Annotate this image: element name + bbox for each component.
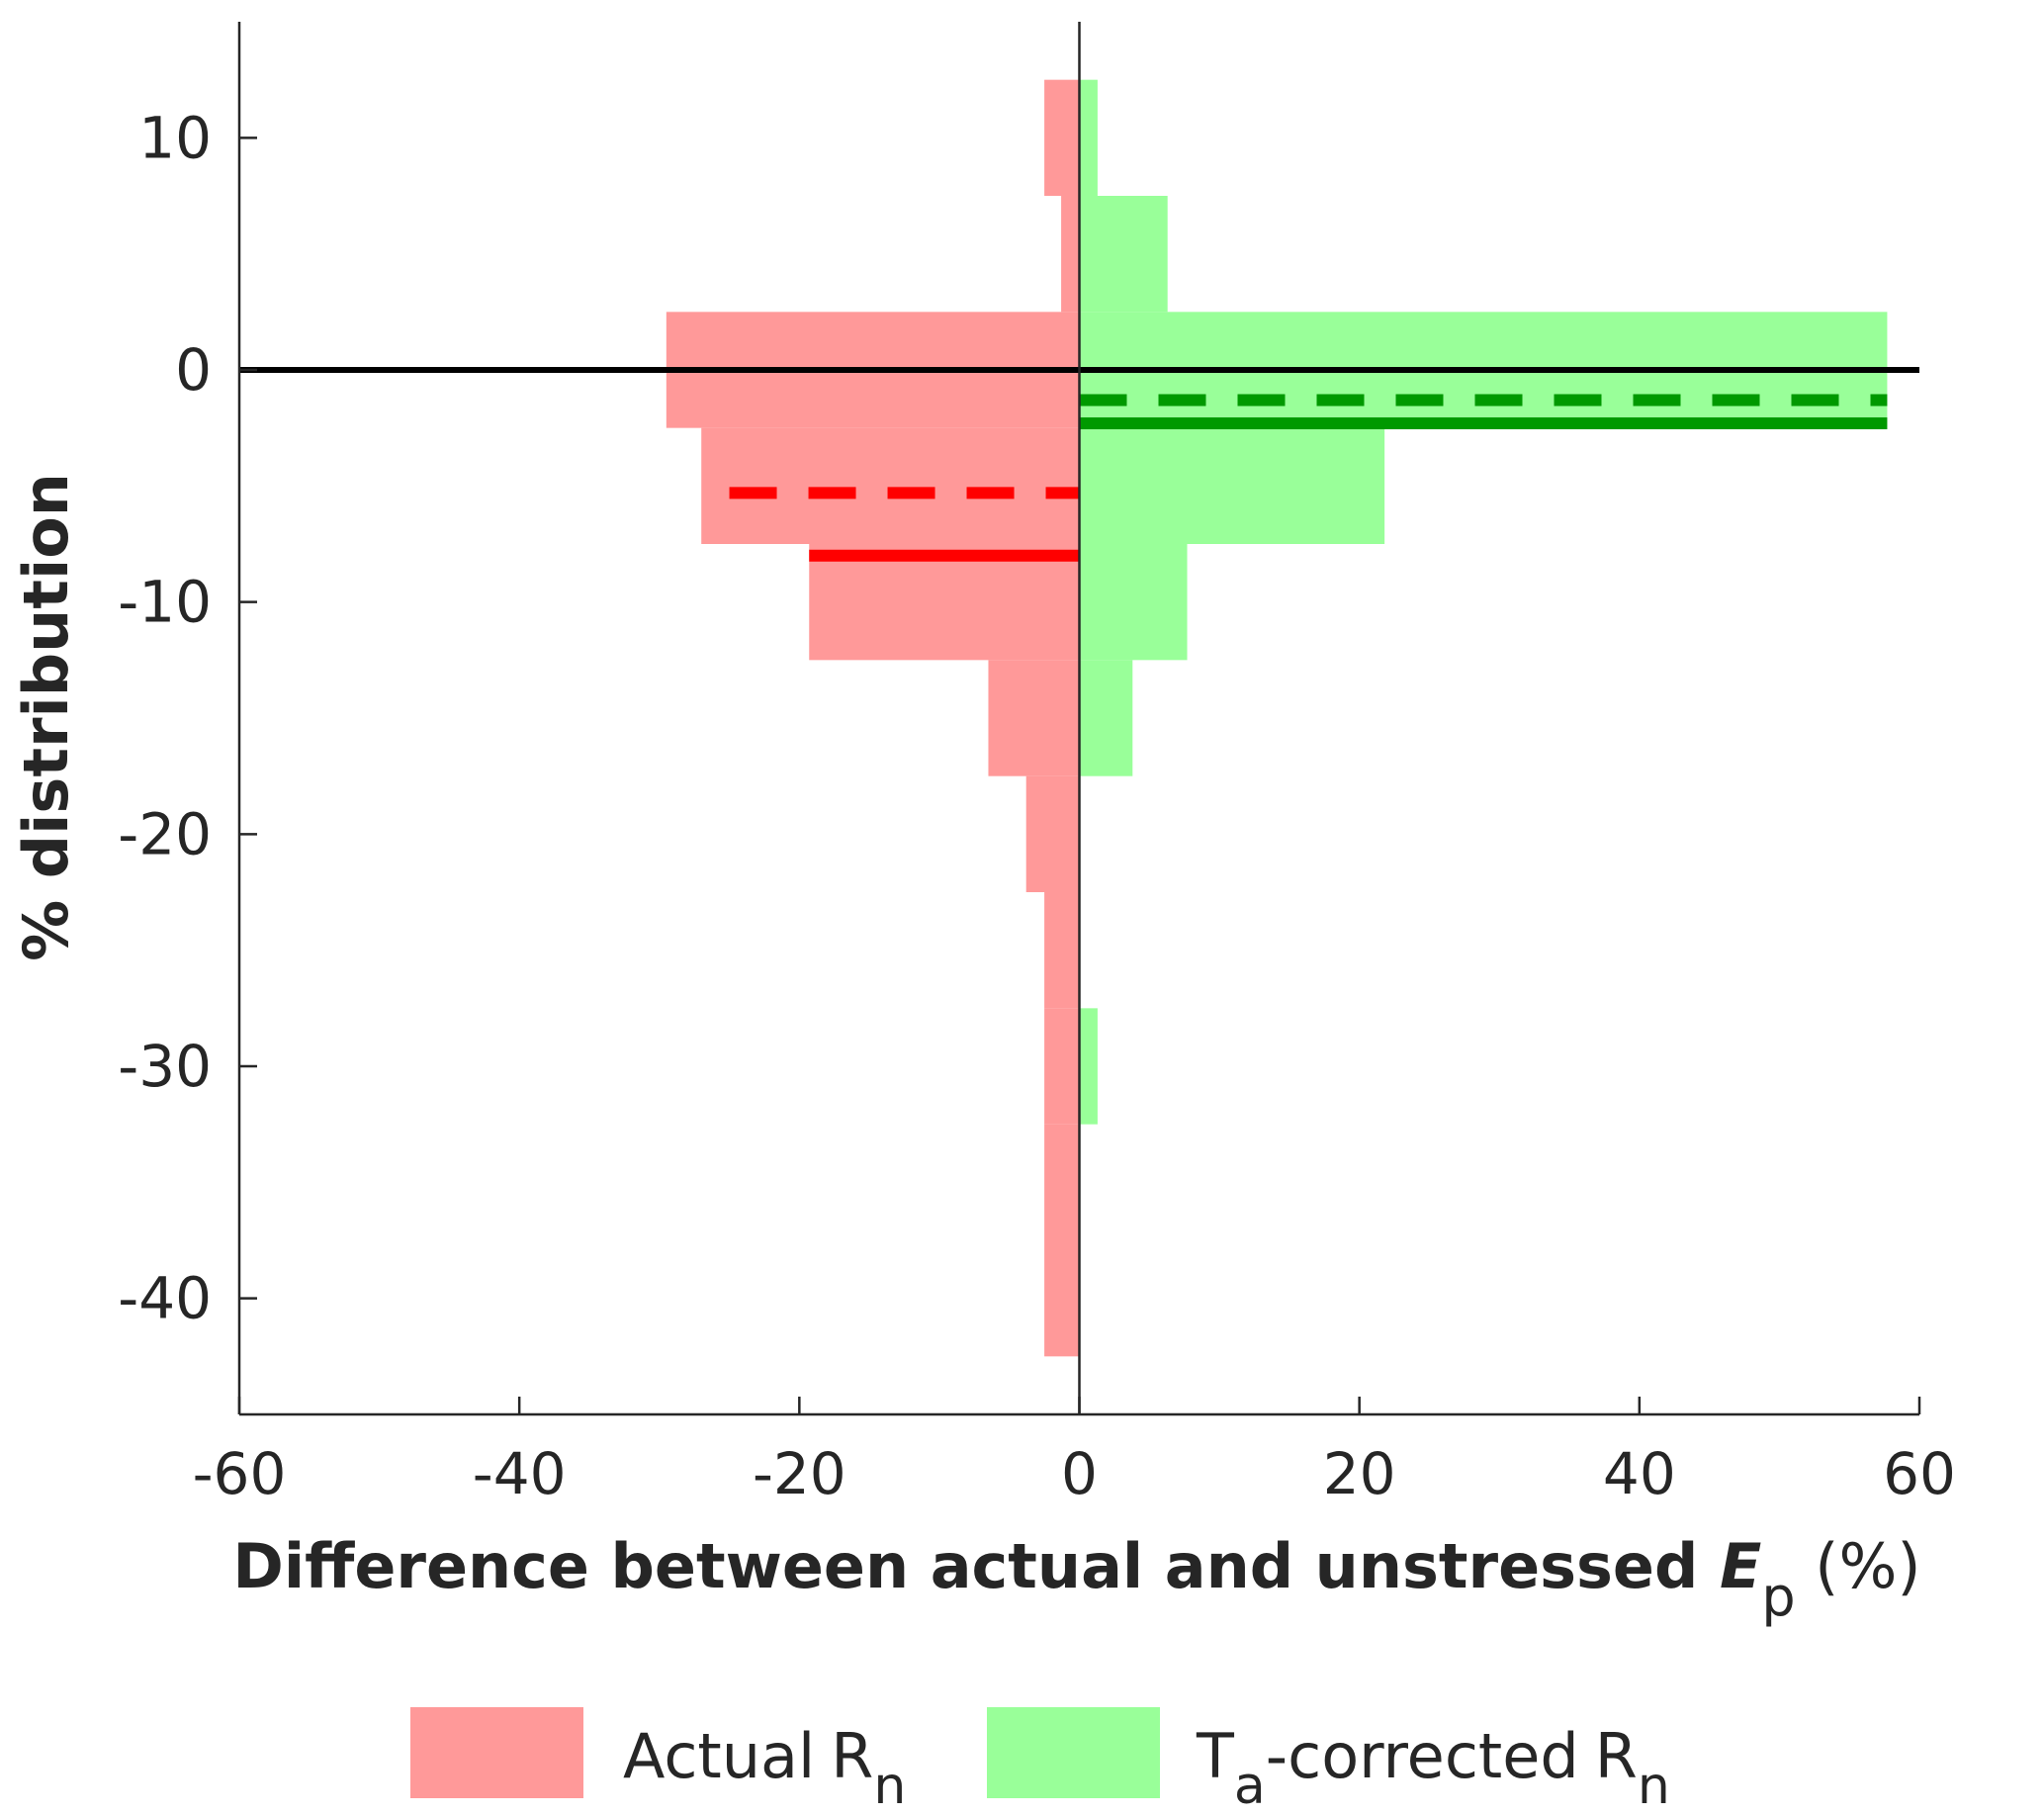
x-tick-label-5: 40	[1603, 1440, 1676, 1507]
legend-actual-symbol: R	[831, 1720, 873, 1792]
bar-series0-bin-10	[1044, 79, 1080, 196]
bar-series1-bin-5	[1079, 196, 1168, 313]
bar-series1-bin-10	[1079, 79, 1098, 196]
legend-swatch-ta-corrected	[987, 1707, 1160, 1798]
x-axis-title-symbol: E	[1720, 1530, 1761, 1602]
legend-label-actual: Actual Rn	[623, 1720, 906, 1816]
x-tick-label-2: -20	[753, 1440, 846, 1507]
legend-ta-name: -corrected	[1266, 1720, 1579, 1792]
legend-ta-symbol: R	[1595, 1720, 1638, 1792]
bar-series0-bin-neg10	[809, 544, 1080, 661]
y-tick-label-0: 10	[138, 104, 212, 171]
bars-group	[666, 79, 1888, 1357]
x-ticks-group: -60 -40 -20 0 20 40 60	[193, 1397, 1956, 1507]
x-tick-label-4: 20	[1323, 1440, 1396, 1507]
x-axis-title-main: Difference between actual and unstressed	[232, 1530, 1720, 1602]
y-tick-label-5: -40	[118, 1265, 212, 1332]
x-tick-label-3: 0	[1061, 1440, 1098, 1507]
legend: Actual Rn Ta-corrected Rn	[410, 1707, 1670, 1816]
bar-series0-bin-5	[1061, 196, 1080, 313]
x-tick-label-0: -60	[193, 1440, 287, 1507]
y-tick-label-2: -10	[118, 569, 212, 636]
x-axis-title-subscript: p	[1761, 1566, 1795, 1628]
x-tick-label-1: -40	[473, 1440, 567, 1507]
y-axis-title: % distribution	[10, 473, 82, 961]
legend-label-ta-corrected: Ta-corrected Rn	[1196, 1720, 1670, 1816]
legend-ta-subscript: n	[1638, 1757, 1670, 1816]
bar-series1-bin-neg30	[1079, 1008, 1098, 1125]
legend-actual-name: Actual	[623, 1720, 815, 1792]
legend-ta-prefix: T	[1196, 1720, 1235, 1792]
x-axis-title-suffix: (%)	[1796, 1530, 1921, 1602]
bar-series0-bin-neg5	[701, 427, 1080, 544]
legend-ta-prefix-sub: a	[1234, 1757, 1266, 1816]
bar-series1-bin-neg10	[1079, 544, 1188, 661]
y-tick-label-1: 0	[175, 336, 212, 404]
reference-lines-group	[239, 367, 1919, 562]
legend-actual-subscript: n	[873, 1757, 906, 1816]
bar-series0-bin-neg25	[1044, 892, 1080, 1009]
bar-series0-bin-neg15	[988, 660, 1080, 776]
bar-series0-bin-neg30	[1044, 1008, 1080, 1125]
bar-series0-bin-neg35	[1044, 1124, 1080, 1240]
y-tick-label-4: -30	[118, 1033, 212, 1100]
axes-group	[237, 22, 1919, 1416]
legend-swatch-actual	[410, 1707, 583, 1798]
y-ticks-group: 10 0 -10 -20 -30 -40	[118, 104, 257, 1332]
bar-series1-bin-neg15	[1079, 660, 1133, 776]
x-tick-label-6: 60	[1883, 1440, 1956, 1507]
y-tick-label-3: -20	[118, 800, 212, 867]
bar-series1-bin-neg5	[1079, 427, 1385, 544]
bar-series0-bin-neg20	[1025, 775, 1080, 892]
x-axis-title: Difference between actual and unstressed…	[232, 1530, 1920, 1628]
bar-series0-bin-neg40	[1044, 1240, 1080, 1357]
